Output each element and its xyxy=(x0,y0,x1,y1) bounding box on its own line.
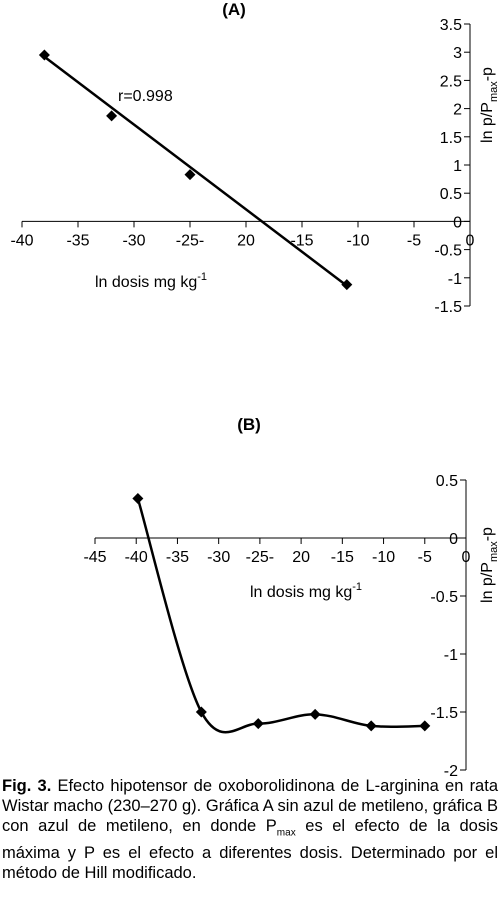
figure-caption: Fig. 3. Efecto hipotensor de oxoborolidi… xyxy=(2,776,498,883)
x-tick-label: -40 xyxy=(10,232,33,249)
y-axis-label-main: ln p/P xyxy=(479,562,496,603)
data-point xyxy=(184,169,196,181)
y-tick-label: -2 xyxy=(444,763,458,780)
x-tick-label: -15 xyxy=(331,549,354,566)
y-axis-label: ln p/Pmax-p xyxy=(479,527,500,603)
y-tick-label: -1.5 xyxy=(430,705,458,722)
data-point xyxy=(252,718,264,730)
chart-title: (B) xyxy=(237,415,261,434)
y-tick-label: 2 xyxy=(453,102,462,119)
y-tick-label: -1 xyxy=(448,271,462,288)
annotation-r: r=0.998 xyxy=(118,88,173,105)
y-tick-label: -0.5 xyxy=(430,589,458,606)
y-axis-label-sub: max xyxy=(488,81,500,102)
y-tick-label: 0 xyxy=(453,214,462,231)
y-axis-label: ln p/Pmax-p xyxy=(479,67,500,143)
data-point xyxy=(106,110,118,122)
caption-label: Fig. 3. xyxy=(2,777,52,795)
y-tick-label: 0.5 xyxy=(440,186,462,203)
chart-b: (B)-45 -40 -35 -30 -25- 20 -15 -10 -5 00.50-0.5-1… xyxy=(83,415,500,780)
x-axis-label: ln dosis mg kg-1 xyxy=(95,271,207,291)
caption-text-1: Efecto hipotensor de oxoborolidinona de … xyxy=(2,777,498,835)
data-point xyxy=(38,49,50,61)
x-tick-label: -25- xyxy=(246,549,274,566)
x-tick-label: -10 xyxy=(372,549,395,566)
y-axis-label-end: -p xyxy=(479,67,496,81)
y-tick-label: 3 xyxy=(453,45,462,62)
fit-line xyxy=(43,55,348,287)
x-tick-label: -25- xyxy=(176,232,204,249)
y-axis-label-main: ln p/P xyxy=(479,102,496,143)
chart-a: (A) -40 -35 -30 -25- 20 -15 -10 -5 0 3.5 3 2.5 2 1.5 1 0… xyxy=(10,0,500,316)
x-tick-label: -30 xyxy=(122,232,145,249)
x-tick-label: 20 xyxy=(237,232,255,249)
y-tick-label: -1 xyxy=(444,647,458,664)
caption-text-2: es el efecto de la dosis máxima y P es e… xyxy=(2,817,499,883)
y-tick-label: 3.5 xyxy=(440,17,462,34)
data-point xyxy=(195,706,207,718)
y-tick-label: 0.5 xyxy=(436,473,458,490)
x-tick-label: -35 xyxy=(166,549,189,566)
x-tick-label: -30 xyxy=(207,549,230,566)
y-tick-label: -0.5 xyxy=(434,243,462,260)
series-line xyxy=(136,498,425,734)
y-tick-label: -1.5 xyxy=(434,299,462,316)
x-axis-label-sup: -1 xyxy=(352,581,362,593)
chart-title: (A) xyxy=(222,0,246,19)
y-axis-label-end: -p xyxy=(479,527,496,541)
x-tick-label: -35 xyxy=(66,232,89,249)
x-tick-label: -5 xyxy=(418,549,432,566)
x-tick-label: -15 xyxy=(290,232,313,249)
data-point xyxy=(309,708,321,720)
y-tick-label: 0 xyxy=(449,531,458,548)
y-tick-label: 1 xyxy=(453,158,462,175)
x-tick-label: -45 xyxy=(83,549,106,566)
data-point xyxy=(419,720,431,732)
y-axis-label-sub: max xyxy=(488,541,500,562)
data-point xyxy=(132,493,144,505)
x-axis-label-sup: -1 xyxy=(197,271,207,283)
x-tick-label: -5 xyxy=(407,232,421,249)
x-tick-label: 20 xyxy=(292,549,310,566)
x-tick-label: -10 xyxy=(346,232,369,249)
caption-sub: max xyxy=(276,827,296,839)
x-axis-label: ln dosis mg kg-1 xyxy=(250,581,362,601)
x-tick-label: -40 xyxy=(125,549,148,566)
y-tick-label: 2.5 xyxy=(440,73,462,90)
data-point xyxy=(365,720,377,732)
data-point xyxy=(341,279,353,291)
y-tick-label: 1.5 xyxy=(440,130,462,147)
